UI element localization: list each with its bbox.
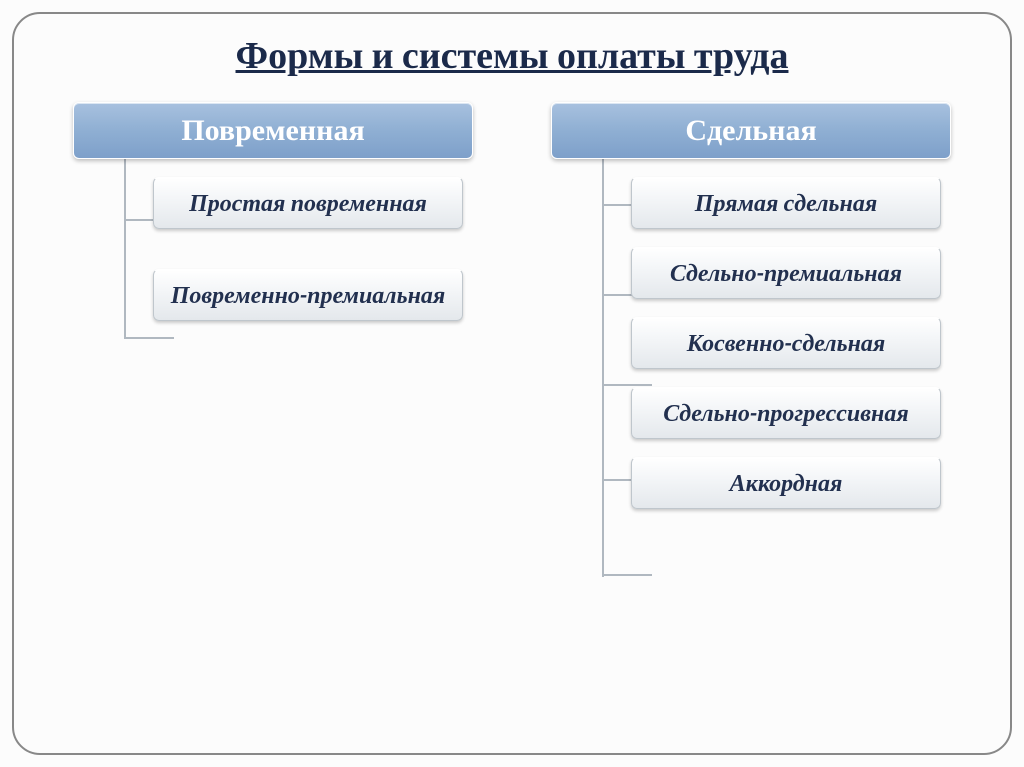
right-item-4: Аккордная — [631, 457, 941, 509]
left-item-0: Простая повременная — [153, 177, 463, 229]
right-item-3: Сдельно-прогрессивная — [631, 387, 941, 439]
diagram-title: Формы и системы оплаты труда — [44, 34, 980, 78]
left-header-box: Повременная — [73, 102, 473, 159]
right-vertical-connector — [602, 157, 604, 577]
right-item-2: Косвенно-сдельная — [631, 317, 941, 369]
right-h-connector-4 — [602, 574, 652, 576]
left-item-1: Повременно-премиальная — [153, 269, 463, 321]
right-tree: Прямая сдельная Сдельно-премиальная Косв… — [532, 159, 970, 509]
right-items: Прямая сдельная Сдельно-премиальная Косв… — [631, 177, 941, 509]
left-column: Повременная Простая повременная Повремен… — [54, 102, 492, 723]
right-column: Сдельная Прямая сдельная Сдельно-премиал… — [532, 102, 970, 723]
left-items: Простая повременная Повременно-премиальн… — [153, 177, 463, 321]
columns: Повременная Простая повременная Повремен… — [44, 102, 980, 723]
left-tree: Простая повременная Повременно-премиальн… — [54, 159, 492, 321]
left-vertical-connector — [124, 157, 126, 337]
right-item-1: Сдельно-премиальная — [631, 247, 941, 299]
left-h-connector-1 — [124, 337, 174, 339]
diagram-frame: Формы и системы оплаты труда Повременная… — [12, 12, 1012, 755]
right-item-0: Прямая сдельная — [631, 177, 941, 229]
right-header-box: Сдельная — [551, 102, 951, 159]
